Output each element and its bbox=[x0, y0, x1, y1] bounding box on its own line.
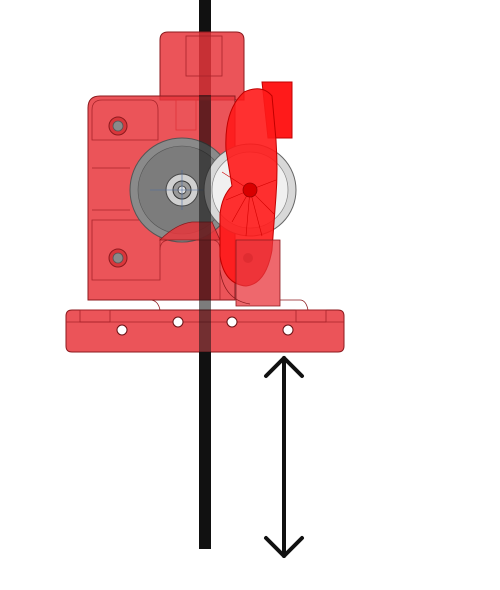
body-screw-bottom bbox=[108, 248, 128, 268]
body-screw-top bbox=[108, 116, 128, 136]
plate-hole-2 bbox=[172, 316, 184, 328]
plate-holes bbox=[116, 316, 294, 336]
filament-strand-mid bbox=[199, 95, 211, 300]
body-side-bracket bbox=[235, 239, 281, 307]
tower-inner-slot bbox=[185, 35, 223, 77]
filament-strand-plate bbox=[199, 300, 211, 352]
plate-hole-4 bbox=[282, 324, 294, 336]
double-headed-arrow bbox=[264, 356, 304, 558]
filament-strand-bottom bbox=[199, 352, 211, 549]
plate-hole-3 bbox=[226, 316, 238, 328]
plate-hole-1 bbox=[116, 324, 128, 336]
body-side-curve bbox=[219, 269, 251, 305]
body-top-tower bbox=[159, 31, 245, 101]
body-contour-upper bbox=[91, 99, 159, 141]
